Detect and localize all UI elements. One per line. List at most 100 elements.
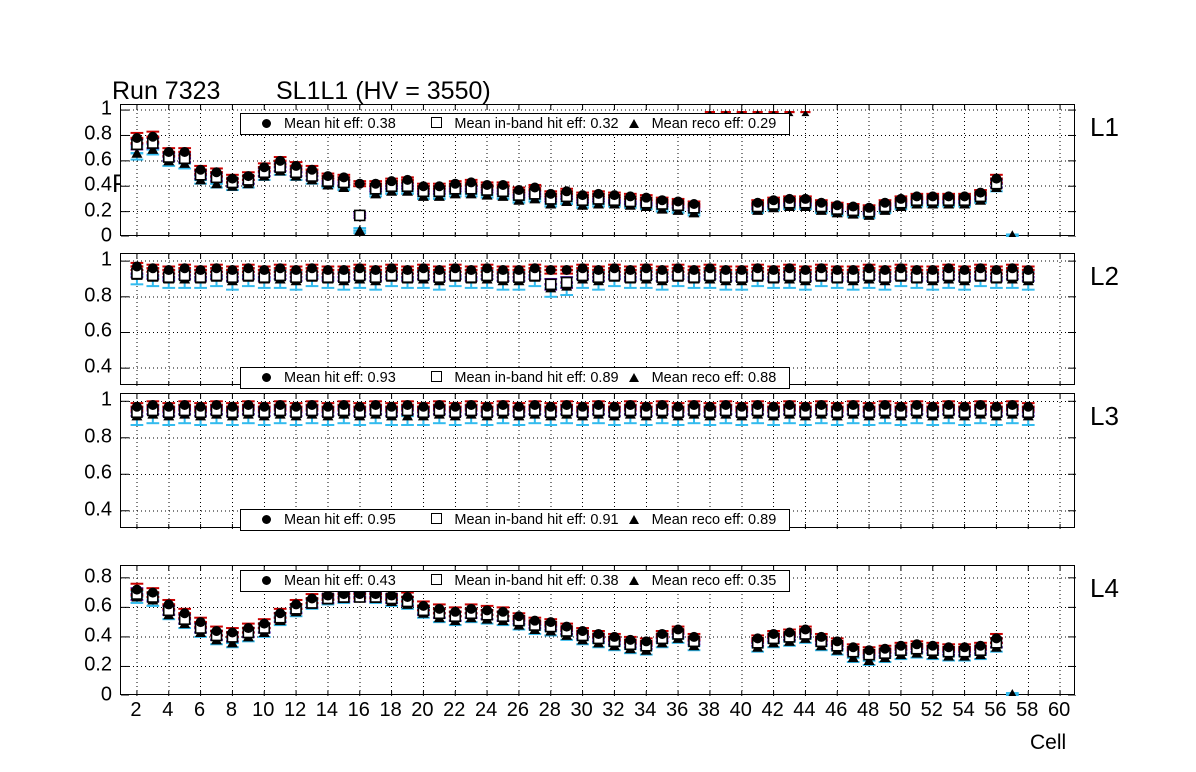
y-tick-label: 0	[100, 224, 112, 247]
legend-l2: Mean hit eff: 0.93 Mean in-band hit eff: …	[240, 367, 790, 389]
square-marker-icon-glyph	[430, 117, 442, 128]
circle-marker-icon-glyph	[261, 515, 271, 524]
legend-entry: Mean hit eff: 0.93	[241, 370, 421, 386]
plot-canvas-l2	[121, 254, 1076, 386]
square-marker-icon-glyph	[430, 371, 442, 382]
y-tick-label: 0.6	[84, 461, 112, 484]
triangle-marker-icon	[623, 573, 645, 589]
circle-marker-icon	[255, 512, 277, 528]
x-tick-label: 8	[225, 699, 237, 721]
y-tick-label: 0.6	[84, 319, 112, 342]
x-tick-label: 24	[474, 699, 498, 721]
x-tick-label: 16	[347, 699, 370, 721]
x-tick-label: 28	[538, 699, 561, 721]
legend-entry: Mean in-band hit eff: 0.91	[421, 512, 619, 528]
layer-label-l2: L2	[1090, 261, 1119, 291]
layer-label-l3: L3	[1090, 401, 1119, 431]
legend-label: Mean in-band hit eff: 0.38	[454, 573, 619, 589]
legend-label: Mean hit eff: 0.93	[284, 370, 396, 386]
x-tick-label: 36	[665, 699, 689, 721]
x-tick-label: 34	[634, 699, 657, 721]
square-marker-icon	[425, 370, 447, 386]
legend-l1: Mean hit eff: 0.38 Mean in-band hit eff: …	[240, 113, 790, 135]
legend-entry: Mean reco eff: 0.88	[619, 370, 789, 386]
legend-label: Mean hit eff: 0.38	[284, 116, 396, 132]
legend-entry: Mean reco eff: 0.35	[619, 573, 789, 589]
y-tick-label: 0.6	[84, 148, 112, 171]
x-tick-label: 44	[793, 699, 816, 721]
plot-canvas-l4	[121, 566, 1076, 696]
y-tick-label: 0.4	[84, 355, 112, 378]
legend-l3: Mean hit eff: 0.95 Mean in-band hit eff: …	[240, 509, 790, 531]
layer-label-l4: L4	[1090, 573, 1119, 603]
y-tick-label: 0.2	[84, 653, 112, 676]
circle-marker-icon	[255, 116, 277, 132]
square-marker-icon	[425, 512, 447, 528]
x-tick-label: 26	[506, 699, 530, 721]
triangle-marker-icon-glyph	[628, 373, 639, 382]
x-tick-label: 40	[729, 699, 752, 721]
x-tick-label: 14	[315, 699, 339, 721]
x-tick-label: 22	[443, 699, 466, 721]
x-tick-label: 18	[379, 699, 402, 721]
y-tick-label: 1	[100, 97, 112, 120]
triangle-marker-icon-glyph	[628, 576, 639, 585]
legend-label: Mean in-band hit eff: 0.89	[454, 370, 619, 386]
plot-canvas-l1	[121, 105, 1076, 237]
y-tick-label: 1	[100, 388, 112, 411]
legend-entry: Mean in-band hit eff: 0.89	[421, 370, 619, 386]
x-tick-label: 10	[252, 699, 275, 721]
x-tick-label: 52	[920, 699, 943, 721]
x-tick-label: 38	[697, 699, 721, 721]
triangle-marker-icon-glyph	[628, 119, 639, 128]
legend-label: Mean in-band hit eff: 0.91	[454, 512, 619, 528]
circle-marker-icon-glyph	[261, 119, 271, 128]
legend-entry: Mean hit eff: 0.38	[241, 116, 421, 132]
triangle-marker-icon	[623, 512, 645, 528]
legend-label: Mean hit eff: 0.43	[284, 573, 396, 589]
circle-marker-icon-glyph	[261, 576, 271, 585]
x-tick-label: 6	[194, 699, 206, 721]
legend-entry: Mean in-band hit eff: 0.38	[421, 573, 619, 589]
y-tick-label: 0.6	[84, 594, 112, 617]
x-tick-label: 58	[1016, 699, 1039, 721]
x-tick-label: 60	[1047, 699, 1071, 721]
x-tick-label: 46	[825, 699, 848, 721]
x-tick-label: 12	[283, 699, 307, 721]
x-tick-label: 48	[856, 699, 880, 721]
layer-label-l1: L1	[1090, 112, 1119, 142]
y-tick-label: 0.8	[84, 284, 112, 307]
plot-panel-l3	[120, 393, 1076, 529]
legend-l4: Mean hit eff: 0.43 Mean in-band hit eff: …	[240, 570, 790, 592]
legend-label: Mean in-band hit eff: 0.32	[454, 116, 619, 132]
x-axis-title: Cell	[1030, 731, 1067, 754]
x-tick-label: 4	[162, 699, 174, 721]
x-tick-label: 54	[952, 699, 975, 721]
legend-label: Mean reco eff: 0.29	[651, 116, 777, 132]
y-tick-label: 0.4	[84, 498, 112, 521]
x-tick-label: 32	[602, 699, 625, 721]
x-tick-label: 50	[888, 699, 912, 721]
legend-entry: Mean in-band hit eff: 0.32	[421, 116, 619, 132]
y-tick-label: 0.4	[84, 173, 112, 196]
legend-entry: Mean reco eff: 0.89	[619, 512, 789, 528]
legend-entry: Mean reco eff: 0.29	[619, 116, 789, 132]
circle-marker-icon	[255, 370, 277, 386]
plot-panel-l2	[120, 253, 1076, 386]
y-tick-label: 0.2	[84, 199, 112, 222]
legend-label: Mean reco eff: 0.89	[651, 512, 777, 528]
y-tick-label: 0.4	[84, 624, 112, 647]
x-tick-label: 56	[984, 699, 1007, 721]
square-marker-icon-glyph	[430, 574, 442, 585]
triangle-marker-icon-glyph	[628, 515, 639, 524]
y-tick-label: 0.8	[84, 425, 112, 448]
x-tick-label: 42	[761, 699, 784, 721]
x-tick-label: 20	[411, 699, 434, 721]
square-marker-icon	[425, 573, 447, 589]
circle-marker-icon-glyph	[261, 373, 271, 382]
legend-entry: Mean hit eff: 0.95	[241, 512, 421, 528]
y-tick-label: 1	[100, 248, 112, 271]
legend-label: Mean reco eff: 0.35	[651, 573, 777, 589]
square-marker-icon	[425, 116, 447, 132]
y-tick-label: 0.8	[84, 565, 112, 588]
